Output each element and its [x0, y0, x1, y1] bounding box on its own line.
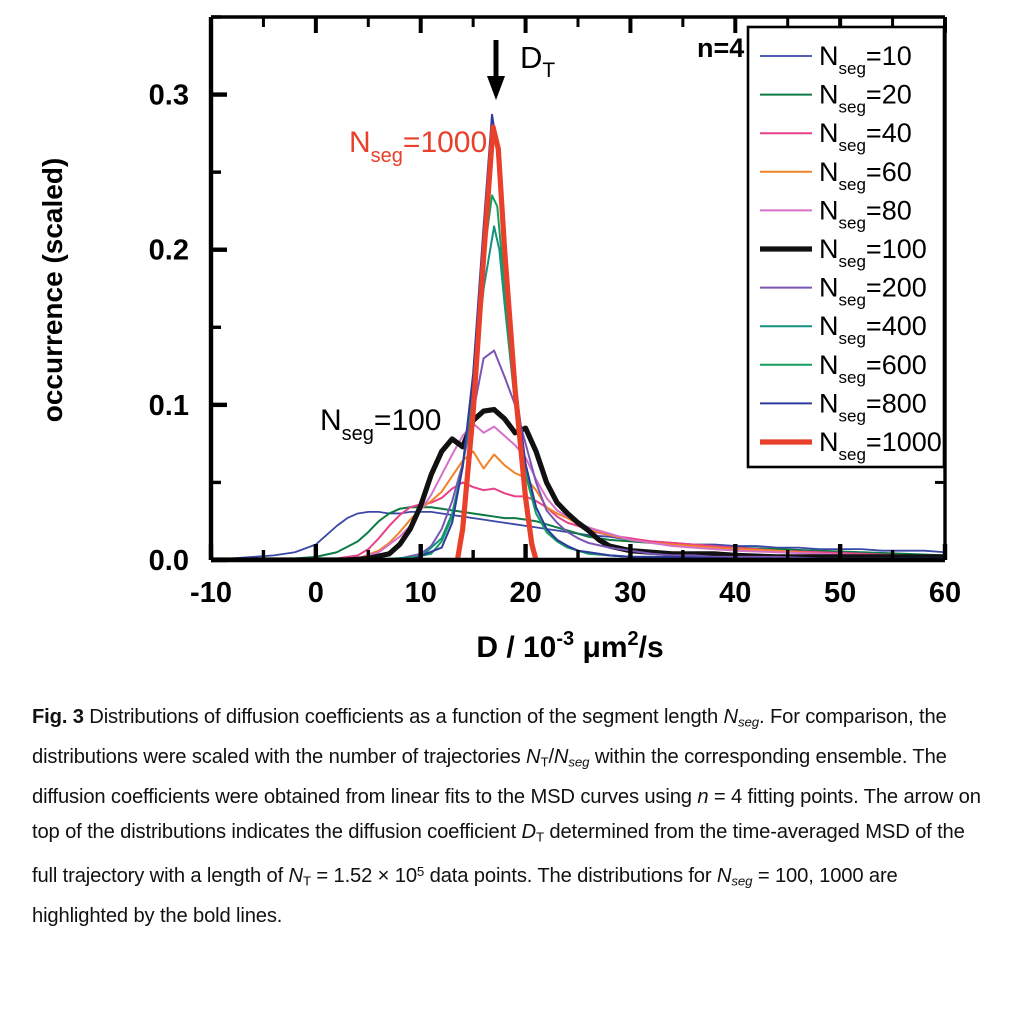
legend-label: Nseg=80	[819, 195, 912, 232]
inplot-label-nseg-1000: Nseg=1000	[349, 126, 487, 167]
x-tick-labels: -10 0 10 20 30 40 50 60	[190, 577, 961, 609]
caption-line7a: = 1.52 × 10	[310, 865, 417, 888]
y-tick-labels: 0.0 0.1 0.2 0.3	[149, 80, 189, 577]
n-value-annotation: n=4	[697, 33, 744, 63]
legend-label: Nseg=20	[819, 80, 912, 117]
x-axis-label-units: μm	[583, 631, 628, 664]
y-tick-label: 0.3	[149, 80, 189, 112]
y-tick-label: 0.0	[149, 545, 189, 577]
figure-caption: Fig. 3 Distributions of diffusion coeffi…	[32, 700, 994, 934]
x-tick-label: 40	[719, 577, 751, 609]
dt-arrow-head	[487, 76, 505, 100]
x-tick-label: 10	[405, 577, 437, 609]
curve-n-seg-1000	[454, 124, 539, 560]
caption-n-italic: n	[697, 786, 709, 809]
caption-exponent: 5	[416, 864, 425, 880]
legend-label: Nseg=40	[819, 118, 912, 155]
caption-nseg-1: N	[723, 706, 739, 728]
caption-dt-sub: T	[535, 829, 544, 845]
caption-line4b: = 4 fitting points. The	[708, 786, 899, 809]
caption-dt: D	[521, 820, 537, 843]
legend-label: Nseg=400	[819, 311, 927, 348]
x-tick-label: 60	[929, 577, 961, 609]
inplot-label-nseg-100: Nseg=100	[320, 404, 442, 445]
caption-line2: . For comparison, the distributions were…	[32, 706, 947, 769]
caption-figure-label: Fig. 3	[32, 706, 84, 728]
caption-nseg-2: N	[553, 746, 569, 769]
x-axis-label-exponent: -3	[556, 628, 574, 650]
caption-line4a: were obtained from linear fits to the MS…	[215, 786, 698, 809]
legend-label: Nseg=60	[819, 157, 912, 194]
curve-n-seg-40	[211, 481, 945, 560]
y-axis-label: occurrence (scaled)	[37, 158, 68, 423]
caption-nt-1: N	[526, 746, 541, 769]
dt-label-sub: T	[542, 59, 555, 82]
caption-nseg-1-sub: seg	[737, 714, 760, 730]
caption-nt-2-sub: T	[302, 873, 311, 889]
caption-line1: Distributions of diffusion coefficients …	[83, 706, 719, 728]
caption-nseg-3-sub: seg	[731, 873, 753, 889]
x-axis-label: D / 10-3 μm2/s	[476, 628, 663, 664]
curve-n-seg-800	[211, 113, 945, 560]
x-tick-label: 30	[614, 577, 646, 609]
legend-label: Nseg=10	[819, 41, 912, 78]
legend-label: Nseg=100	[819, 234, 927, 271]
curve-n-seg-100	[211, 406, 945, 560]
curve-n-seg-200	[211, 349, 945, 560]
caption-nseg-2-sub: seg	[568, 754, 590, 770]
caption-nt-1-sub: T	[540, 754, 549, 770]
y-tick-label: 0.1	[149, 390, 189, 422]
caption-nt-2: N	[288, 865, 304, 888]
legend-label: Nseg=200	[819, 273, 927, 310]
caption-line6: determined from the time-averaged MSD of…	[32, 820, 965, 888]
caption-nseg-3: N	[716, 865, 732, 888]
caption-line5a: arrow on top of the distributions indica…	[32, 786, 981, 843]
figure-panel: -10 0 10 20 30 40 50 60 0.0 0.1 0.2 0.3 occurrence…	[37, 15, 961, 664]
y-tick-label: 0.2	[149, 235, 189, 267]
x-tick-label: 50	[824, 577, 856, 609]
svg-text:D / 10-3 μm2/s: D / 10-3 μm2/s	[476, 628, 663, 664]
caption-line8: highlighted by the bold lines.	[32, 905, 283, 928]
caption-slash: /	[548, 746, 554, 769]
data-curves-group	[211, 113, 945, 560]
caption-line3b: within the corresponding ensemble. The d…	[32, 746, 947, 809]
legend-items-group: Nseg=10Nseg=20Nseg=40Nseg=60Nseg=80Nseg=…	[760, 41, 942, 464]
x-axis-label-unit-exponent: 2	[628, 628, 639, 650]
legend-label: Nseg=1000	[819, 427, 942, 464]
legend-label: Nseg=600	[819, 350, 927, 387]
dt-label: DT	[520, 40, 555, 82]
caption-line7b: data points. The distributions for	[424, 865, 717, 888]
caption-line3a: trajectories	[423, 746, 526, 769]
diffusion-distribution-chart: -10 0 10 20 30 40 50 60 0.0 0.1 0.2 0.3 occurrence…	[37, 15, 961, 664]
dt-arrow-annotation: DT	[487, 40, 555, 100]
caption-line7c: = 100, 1000 are	[752, 865, 898, 888]
curve-n-seg-60	[211, 450, 945, 560]
x-tick-marks	[208, 17, 948, 560]
x-tick-label: 20	[509, 577, 541, 609]
x-tick-label: -10	[190, 577, 232, 609]
x-tick-label: 0	[308, 577, 324, 609]
chart-legend: Nseg=10Nseg=20Nseg=40Nseg=60Nseg=80Nseg=…	[746, 25, 946, 469]
x-axis-label-per-second: /s	[639, 631, 664, 664]
curve-n-seg-10	[211, 511, 945, 560]
x-axis-label-main: D / 10	[476, 631, 556, 664]
legend-label: Nseg=800	[819, 388, 927, 425]
